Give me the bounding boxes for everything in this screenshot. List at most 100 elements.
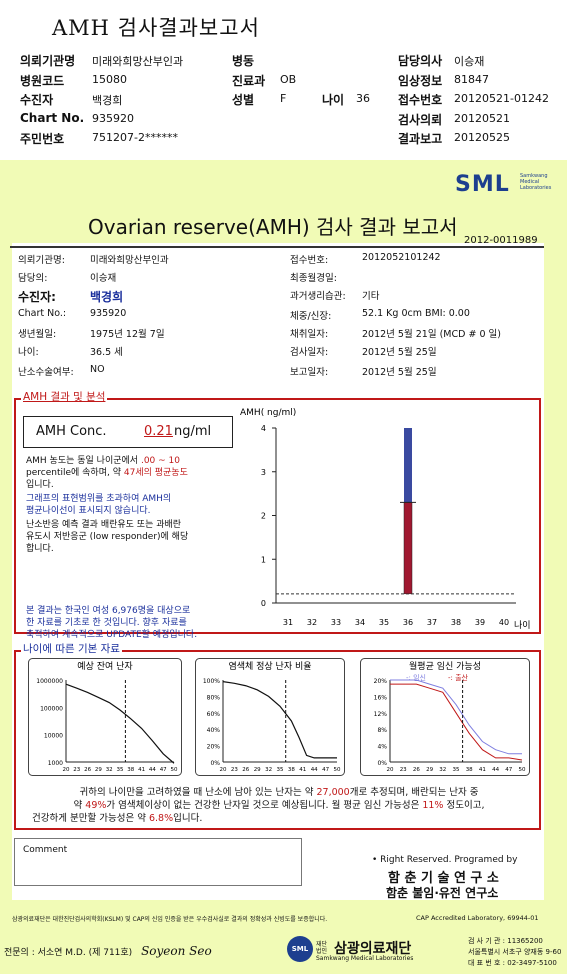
mini-x-tick: 41	[138, 767, 145, 773]
mini-x-tick: 47	[505, 767, 512, 773]
mini-y-tick: 1000	[48, 760, 63, 767]
amh-x-tick: 37	[427, 618, 437, 627]
report-number: 2012-0011989	[464, 235, 538, 246]
mini-x-tick: 50	[171, 767, 178, 773]
sml-logo-sub: Samkwang Medical Laboratories	[520, 173, 552, 191]
header-value: 935920	[92, 111, 134, 125]
comment-box: Comment	[14, 838, 302, 886]
header-label: 검사의뢰	[398, 112, 443, 127]
amh-x-label: 나이	[514, 620, 531, 631]
fine-print: 삼광의료재단은 대한진단검사의학회(KSLM) 및 CAP의 신임 인증을 받은…	[12, 916, 328, 923]
mini-x-tick: 41	[299, 767, 306, 773]
patient-label: 의뢰기관명:	[18, 255, 65, 266]
amh-x-tick: 32	[307, 618, 317, 627]
mini-x-tick: 38	[288, 767, 295, 773]
patient-value: NO	[90, 364, 105, 375]
mini-x-tick: 26	[413, 767, 420, 773]
mini-y-tick: 40%	[207, 727, 221, 734]
patient-value: 36.5 세	[90, 347, 123, 358]
header-value: 20120521-01242	[454, 92, 549, 105]
patient-value: 2012년 5월 25일	[362, 367, 437, 378]
patient-label: 난소수술여부:	[18, 367, 74, 378]
amh-bar-lower	[403, 502, 413, 595]
patient-label: 생년월일:	[18, 329, 57, 340]
mini-x-tick: 29	[254, 767, 261, 773]
legend-birth: -: 출산	[448, 673, 469, 682]
mini-x-tick: 47	[322, 767, 329, 773]
page-title: AMH 검사결과보고서	[52, 16, 260, 40]
cap-accreditation: CAP Accredited Laboratory, 69944-01	[416, 914, 539, 922]
header-value: 81847	[454, 72, 489, 86]
header-label: 임상정보	[398, 73, 443, 88]
age-section-title: 나이에 따른 기본 자료	[21, 641, 122, 656]
legend-pregnancy: -: 임신	[406, 673, 426, 682]
contact-info: 검 사 기 관 : 11365200 서울특별시 서초구 양재동 9-60 대 표 …	[468, 937, 562, 967]
patient-label: 접수번호:	[290, 255, 329, 266]
mini-x-tick: 23	[231, 767, 238, 773]
mini-x-tick: 38	[127, 767, 134, 773]
mini-series-line	[222, 681, 337, 759]
amh-x-tick: 34	[355, 618, 365, 627]
patient-label: 담당의:	[18, 273, 48, 284]
mini-y-tick: 0%	[377, 760, 387, 767]
header-value: OB	[280, 72, 297, 86]
mini-x-tick: 38	[466, 767, 473, 773]
header-value: 이승재	[454, 55, 485, 68]
mini-x-tick: 35	[277, 767, 284, 773]
header-label: 나이	[322, 93, 345, 107]
header-table: 의뢰기관명 미래와희망산부인과 병동 담당의사 이승재 병원코드 15080 진료과 OB 임상정…	[20, 52, 560, 152]
header-label: 수진자	[20, 93, 54, 107]
amh-conc-label: AMH Conc.	[36, 424, 107, 439]
mini-y-tick: 20%	[374, 678, 388, 685]
amh-bar-upper	[404, 428, 412, 503]
age-section	[14, 650, 541, 830]
mini-x-tick: 35	[453, 767, 460, 773]
amh-x-tick: 35	[379, 618, 389, 627]
amh-x-tick: 40	[499, 618, 509, 627]
comment-label: Comment	[23, 845, 68, 855]
mini-x-tick: 26	[84, 767, 91, 773]
mini-y-tick: 4%	[377, 744, 387, 751]
mini-x-tick: 32	[106, 767, 113, 773]
patient-label: 보고일자:	[290, 367, 329, 378]
patient-value: 2012년 5월 21일 (MCD # 0 일)	[362, 329, 501, 340]
header-value: F	[280, 92, 287, 105]
mini-x-tick: 32	[265, 767, 272, 773]
amh-chart-bg	[236, 403, 536, 631]
age-summary: 귀하의 나이만을 고려하였을 때 난소에 남아 있는 난자는 약 27,000개…	[32, 787, 485, 824]
mini-x-tick: 47	[160, 767, 167, 773]
header-label: 병원코드	[20, 73, 65, 88]
mini-chart-frame	[195, 658, 345, 776]
header-value: 20120525	[454, 131, 510, 144]
mini-x-tick: 44	[149, 767, 156, 773]
lab-name-1: 함 춘 기 술 연 구 소	[388, 871, 499, 886]
mini-x-tick: 32	[439, 767, 446, 773]
header-value: 20120521	[454, 111, 510, 125]
mini-x-tick: 20	[220, 767, 227, 773]
report-title: Ovarian reserve(AMH) 검사 결과 보고서	[88, 215, 458, 239]
amh-section-title: AMH 결과 및 분석	[21, 389, 108, 404]
header-label: 주민번호	[20, 132, 65, 146]
mini-y-tick: 12%	[374, 711, 388, 718]
foundation-logo-mark: SML	[287, 936, 313, 962]
amh-conc-unit: ng/ml	[174, 424, 212, 439]
mini-x-tick: 44	[311, 767, 318, 773]
mini-x-tick: 20	[63, 767, 70, 773]
header-value: 15080	[92, 72, 127, 86]
patient-label: 과거생리습관:	[290, 291, 346, 302]
amh-x-tick: 31	[283, 618, 293, 627]
patient-value: 백경희	[90, 290, 124, 304]
header-label: 성별	[232, 93, 255, 107]
mini-x-tick: 41	[479, 767, 486, 773]
header-value: 751207-2******	[92, 131, 178, 144]
sml-logo: SML	[455, 172, 510, 197]
header-value: 미래와희망산부인과	[92, 55, 184, 68]
amh-y-tick: 0	[261, 599, 266, 608]
patient-value: 기타	[362, 291, 380, 302]
amh-y-tick: 4	[261, 424, 266, 433]
mini-x-tick: 23	[73, 767, 80, 773]
amh-x-tick: 38	[451, 618, 461, 627]
mini-x-tick: 44	[492, 767, 499, 773]
patient-label: 수진자:	[18, 290, 56, 304]
